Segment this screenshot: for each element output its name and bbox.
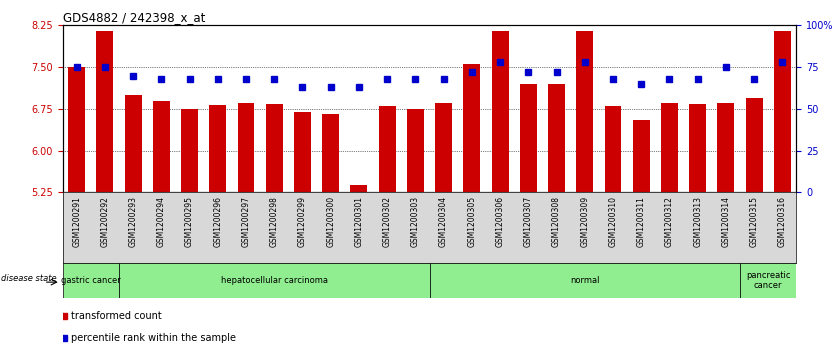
Text: GSM1200294: GSM1200294 bbox=[157, 196, 166, 247]
Text: GSM1200308: GSM1200308 bbox=[552, 196, 561, 247]
Text: GSM1200315: GSM1200315 bbox=[750, 196, 759, 247]
Text: GSM1200310: GSM1200310 bbox=[609, 196, 617, 247]
Text: GDS4882 / 242398_x_at: GDS4882 / 242398_x_at bbox=[63, 11, 205, 24]
Bar bbox=[740, 263, 796, 298]
Bar bbox=[350, 185, 368, 192]
Text: GSM1200304: GSM1200304 bbox=[440, 196, 448, 247]
Text: hepatocellular carcinoma: hepatocellular carcinoma bbox=[221, 276, 328, 285]
Bar bbox=[124, 95, 142, 192]
Text: GSM1200298: GSM1200298 bbox=[269, 196, 279, 247]
Bar bbox=[294, 112, 311, 192]
Bar bbox=[119, 263, 430, 298]
Bar bbox=[491, 31, 509, 192]
Text: GSM1200301: GSM1200301 bbox=[354, 196, 364, 247]
Bar bbox=[68, 67, 85, 192]
Bar bbox=[153, 101, 170, 192]
Bar bbox=[464, 64, 480, 192]
Text: GSM1200299: GSM1200299 bbox=[298, 196, 307, 247]
Bar bbox=[379, 106, 395, 192]
Text: GSM1200307: GSM1200307 bbox=[524, 196, 533, 247]
Bar bbox=[689, 105, 706, 192]
Text: GSM1200306: GSM1200306 bbox=[495, 196, 505, 247]
Text: GSM1200295: GSM1200295 bbox=[185, 196, 194, 247]
Bar bbox=[605, 106, 621, 192]
Bar bbox=[435, 103, 452, 192]
Bar bbox=[717, 103, 735, 192]
Bar bbox=[430, 263, 740, 298]
Bar bbox=[407, 109, 424, 192]
Text: normal: normal bbox=[570, 276, 600, 285]
Text: GSM1200311: GSM1200311 bbox=[636, 196, 646, 247]
Text: GSM1200305: GSM1200305 bbox=[467, 196, 476, 247]
Bar bbox=[322, 114, 339, 192]
Text: GSM1200292: GSM1200292 bbox=[100, 196, 109, 247]
Bar bbox=[63, 263, 119, 298]
Text: GSM1200302: GSM1200302 bbox=[383, 196, 392, 247]
Text: GSM1200300: GSM1200300 bbox=[326, 196, 335, 247]
Text: transformed count: transformed count bbox=[71, 311, 162, 321]
Bar bbox=[661, 103, 678, 192]
Text: GSM1200303: GSM1200303 bbox=[411, 196, 420, 247]
Text: GSM1200316: GSM1200316 bbox=[778, 196, 786, 247]
Bar bbox=[520, 84, 537, 192]
Bar bbox=[746, 98, 762, 192]
Text: GSM1200314: GSM1200314 bbox=[721, 196, 731, 247]
Text: pancreatic
cancer: pancreatic cancer bbox=[746, 271, 791, 290]
Bar bbox=[633, 120, 650, 192]
Text: GSM1200309: GSM1200309 bbox=[580, 196, 590, 247]
Bar bbox=[266, 105, 283, 192]
Text: GSM1200291: GSM1200291 bbox=[73, 196, 81, 247]
Text: GSM1200297: GSM1200297 bbox=[242, 196, 250, 247]
Text: GSM1200313: GSM1200313 bbox=[693, 196, 702, 247]
Bar bbox=[181, 109, 198, 192]
Bar bbox=[209, 105, 226, 192]
Text: disease state: disease state bbox=[1, 274, 57, 283]
Text: GSM1200312: GSM1200312 bbox=[665, 196, 674, 247]
Text: percentile rank within the sample: percentile rank within the sample bbox=[71, 333, 236, 343]
Bar bbox=[548, 84, 565, 192]
Bar bbox=[97, 31, 113, 192]
Text: GSM1200293: GSM1200293 bbox=[128, 196, 138, 247]
Bar bbox=[238, 103, 254, 192]
Text: GSM1200296: GSM1200296 bbox=[214, 196, 223, 247]
Bar bbox=[774, 31, 791, 192]
Text: gastric cancer: gastric cancer bbox=[61, 276, 121, 285]
Bar bbox=[576, 31, 593, 192]
